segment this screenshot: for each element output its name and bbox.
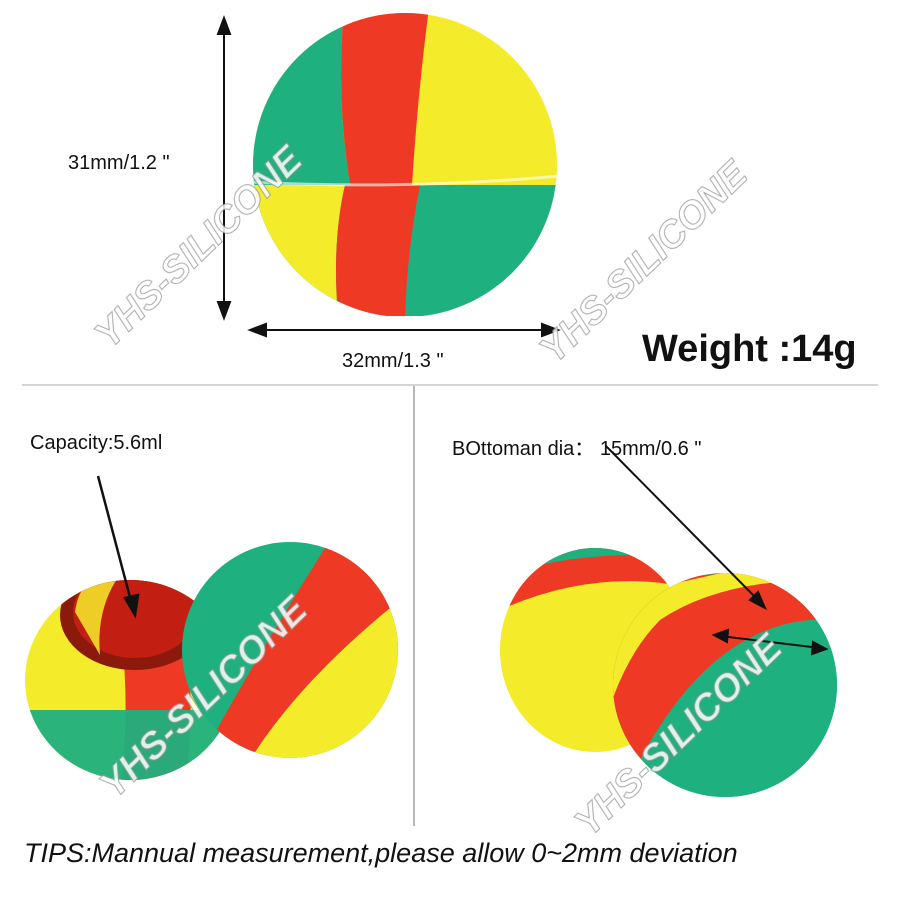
height-arrow <box>216 15 232 321</box>
tips-note: TIPS:Mannual measurement,please allow 0~… <box>24 838 738 868</box>
open-jar-image <box>25 475 398 780</box>
width-label: 32mm/1.3 " <box>342 350 444 372</box>
capacity-label: Capacity:5.6ml <box>30 432 163 454</box>
height-label: 31mm/1.2 " <box>68 152 170 174</box>
weight-label: Weight :14g <box>642 328 857 370</box>
capacity-arrow <box>96 475 140 619</box>
vertical-divider <box>413 386 415 826</box>
width-arrow <box>247 322 561 338</box>
bottom-dia-label: BOttoman dia： 15mm/0.6 " <box>452 438 702 460</box>
horizontal-divider <box>22 384 878 386</box>
bottom-dia-arrow <box>605 445 829 656</box>
